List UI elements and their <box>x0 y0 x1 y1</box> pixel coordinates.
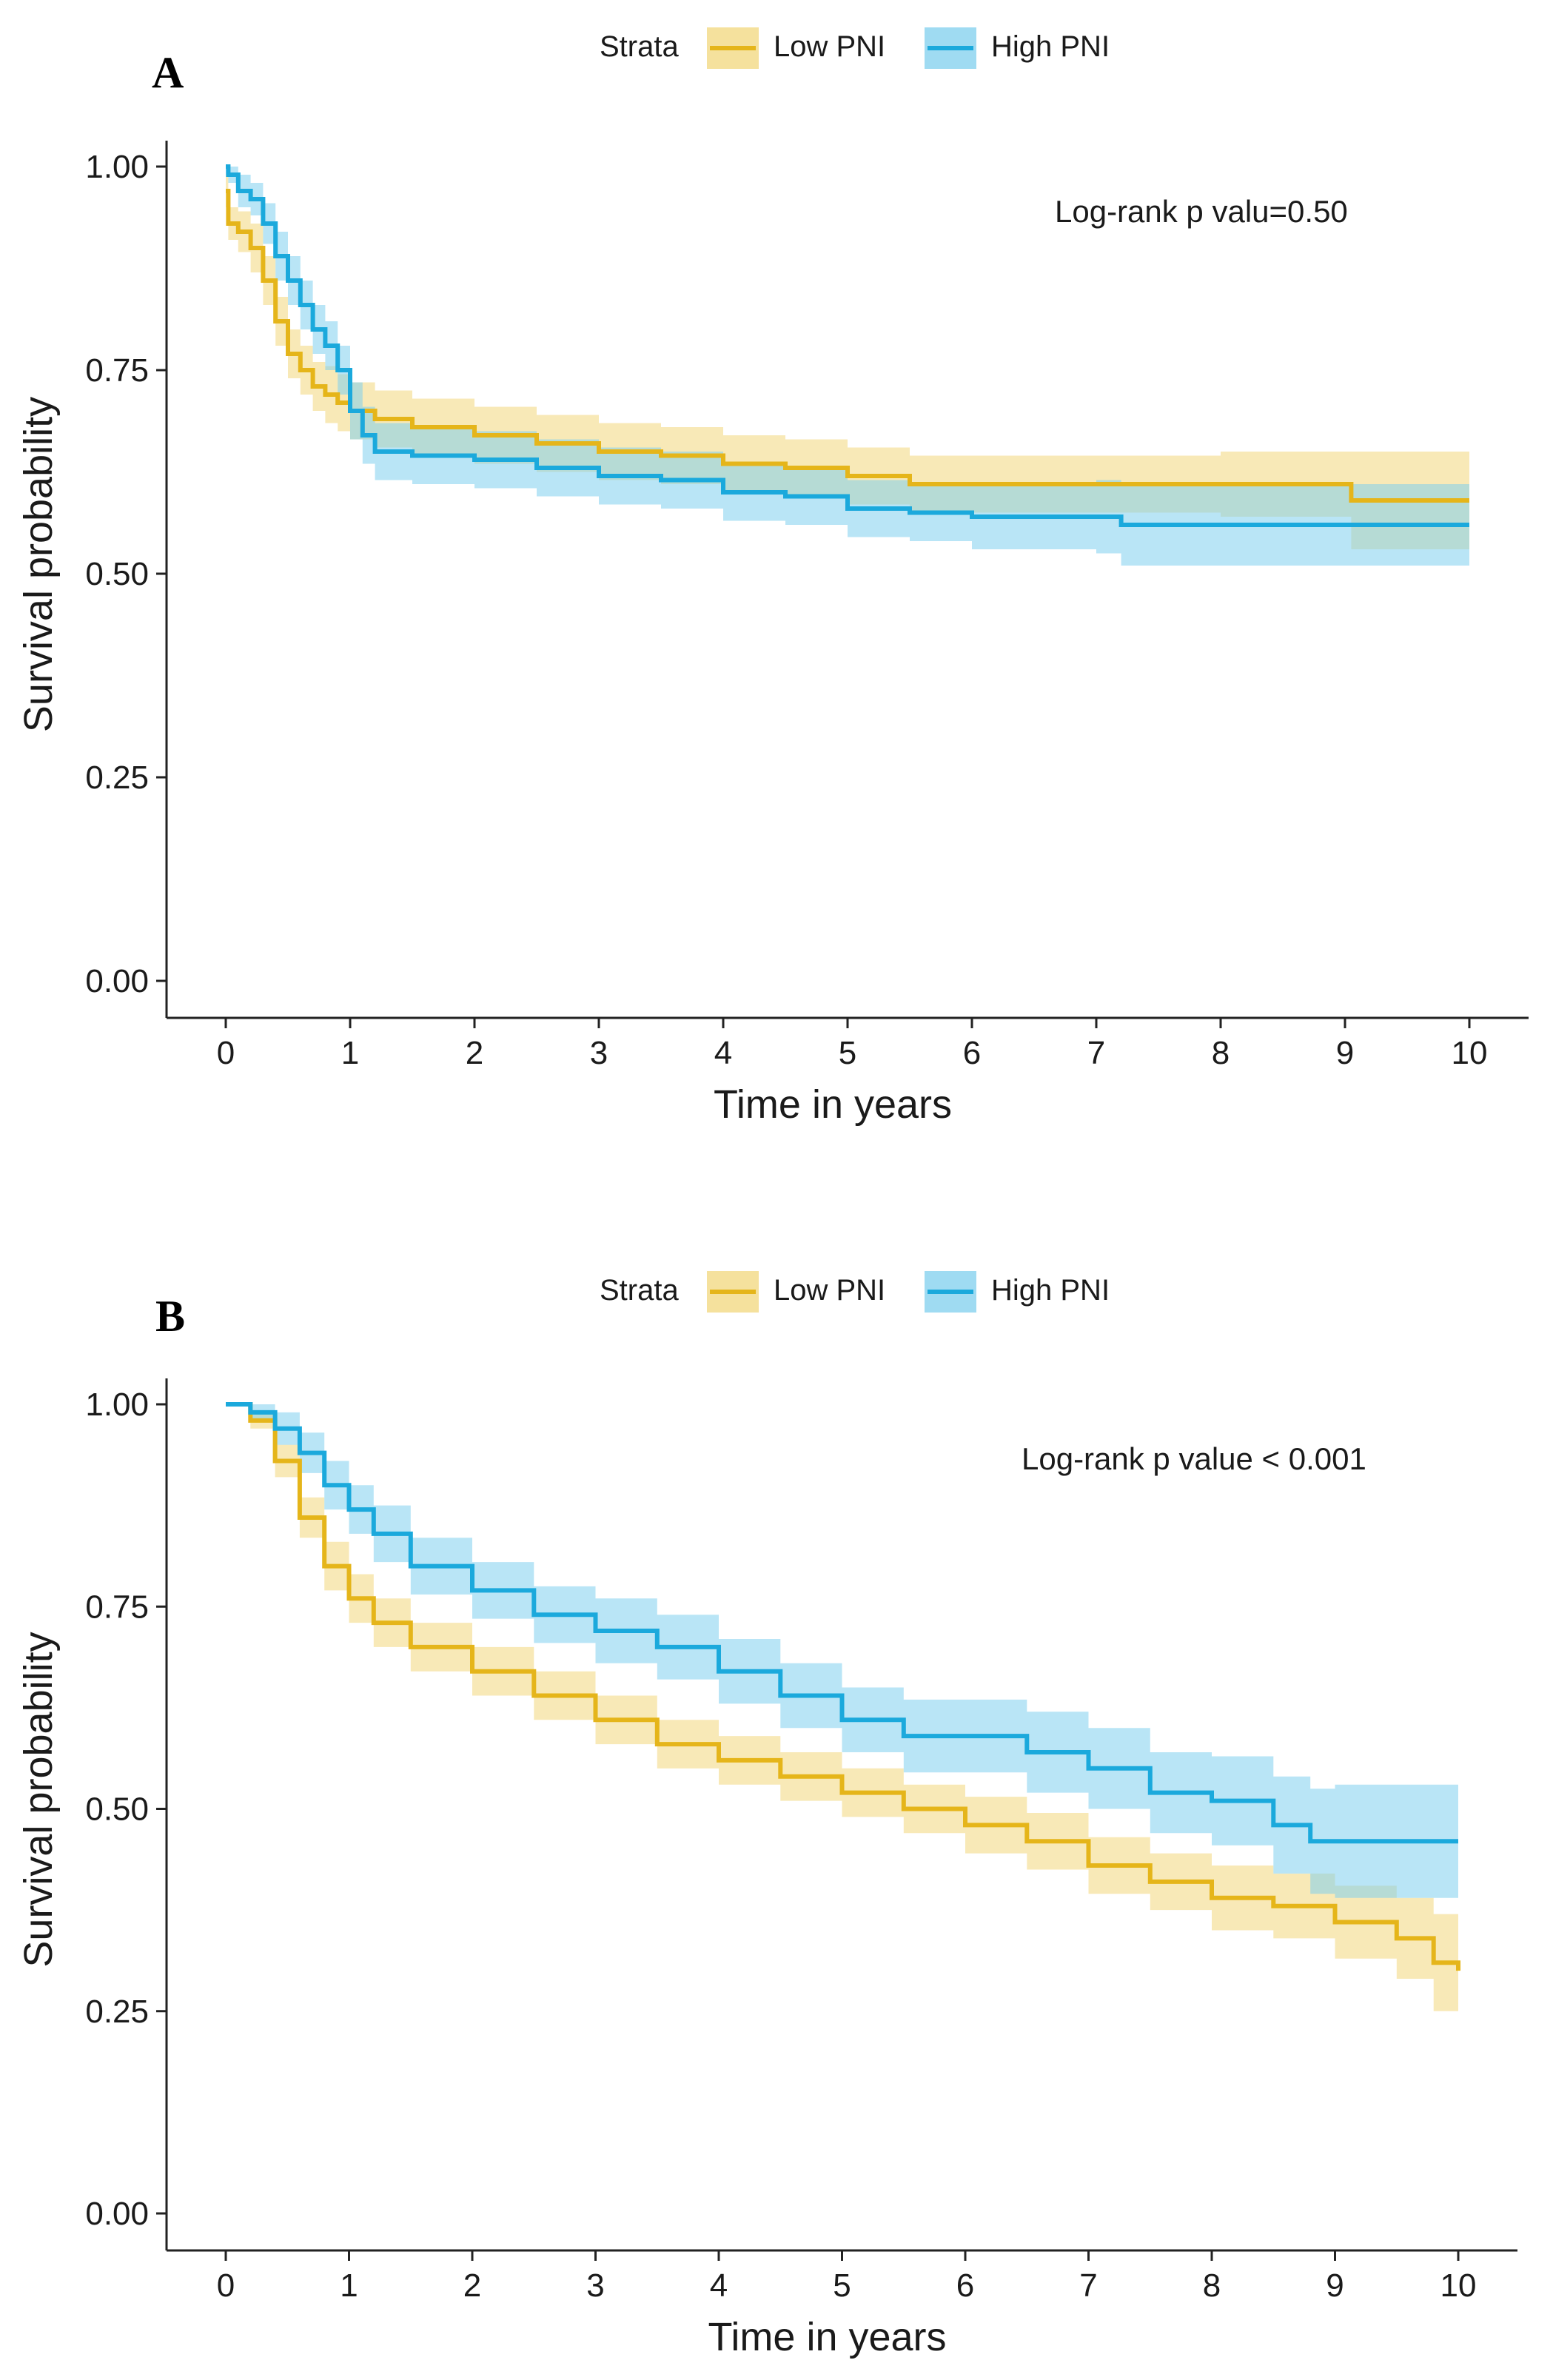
x-tick-label: 0 <box>217 2267 235 2304</box>
survival-line-low <box>226 1402 1460 1971</box>
x-tick-label: 7 <box>1087 1035 1105 1071</box>
panel-a: A Strata Low PNI High PNI 0.00 0.25 0.50 0.75 1.… <box>0 0 1553 1155</box>
x-tick-label: 10 <box>1452 1035 1488 1071</box>
legend-label-low: Low PNI <box>774 1274 885 1307</box>
y-tick-label: 0.25 <box>85 760 149 796</box>
legend: Strata Low PNI High PNI <box>600 1271 1110 1313</box>
km-chart-b: B Strata Low PNI High PNI 0.00 0.25 0.50 0.75 1.… <box>16 1271 1517 2359</box>
legend-title: Strata <box>600 1274 679 1307</box>
x-tick-label: 1 <box>341 1035 359 1071</box>
x-tick-label: 8 <box>1203 2267 1221 2304</box>
panel-label: B <box>155 1292 185 1341</box>
y-axis-label: Survival probability <box>16 1632 61 1967</box>
y-tick-label: 0.00 <box>85 2196 149 2232</box>
x-tick-label: 9 <box>1336 1035 1354 1071</box>
logrank-annotation: Log-rank p valu=0.50 <box>1055 194 1348 229</box>
x-tick-label: 7 <box>1079 2267 1097 2304</box>
panel-label: A <box>152 48 184 97</box>
panel-b: B Strata Low PNI High PNI 0.00 0.25 0.50 0.75 1.… <box>0 1244 1553 2380</box>
x-tick-label: 8 <box>1212 1035 1230 1071</box>
x-tick-label: 2 <box>466 1035 483 1071</box>
x-tick-label: 10 <box>1440 2267 1477 2304</box>
x-tick-label: 6 <box>963 1035 981 1071</box>
x-tick-label: 3 <box>586 2267 604 2304</box>
x-tick-label: 3 <box>590 1035 608 1071</box>
y-tick-label: 0.75 <box>85 1589 149 1625</box>
y-axis-label: Survival probability <box>16 397 61 732</box>
y-tick-label: 1.00 <box>85 1387 149 1423</box>
survival-line-high <box>226 1402 1458 1844</box>
x-tick-label: 2 <box>463 2267 481 2304</box>
y-tick-label: 0.25 <box>85 1994 149 2030</box>
legend-title: Strata <box>600 30 679 63</box>
x-tick-label: 5 <box>833 2267 851 2304</box>
x-axis-label: Time in years <box>708 2315 946 2359</box>
km-chart-a: A Strata Low PNI High PNI 0.00 0.25 0.50 0.75 1.… <box>16 27 1529 1127</box>
survival-line-low <box>226 189 1469 503</box>
x-axis-label: Time in years <box>714 1082 952 1127</box>
x-tick-label: 1 <box>340 2267 358 2304</box>
y-tick-label: 0.00 <box>85 963 149 999</box>
x-tick-label: 0 <box>217 1035 235 1071</box>
x-tick-label: 5 <box>839 1035 856 1071</box>
logrank-annotation: Log-rank p value < 0.001 <box>1022 1441 1366 1476</box>
x-tick-label: 4 <box>710 2267 728 2304</box>
legend-label-high: High PNI <box>991 1274 1110 1307</box>
legend-label-high: High PNI <box>991 30 1110 63</box>
x-tick-label: 6 <box>956 2267 974 2304</box>
y-tick-label: 0.50 <box>85 556 149 592</box>
y-tick-label: 0.75 <box>85 352 149 389</box>
y-tick-label: 0.50 <box>85 1791 149 1828</box>
survival-line-high <box>226 164 1469 527</box>
x-tick-label: 4 <box>714 1035 732 1071</box>
y-tick-label: 1.00 <box>85 149 149 185</box>
legend: Strata Low PNI High PNI <box>600 27 1110 69</box>
legend-label-low: Low PNI <box>774 30 885 63</box>
x-tick-label: 9 <box>1326 2267 1344 2304</box>
